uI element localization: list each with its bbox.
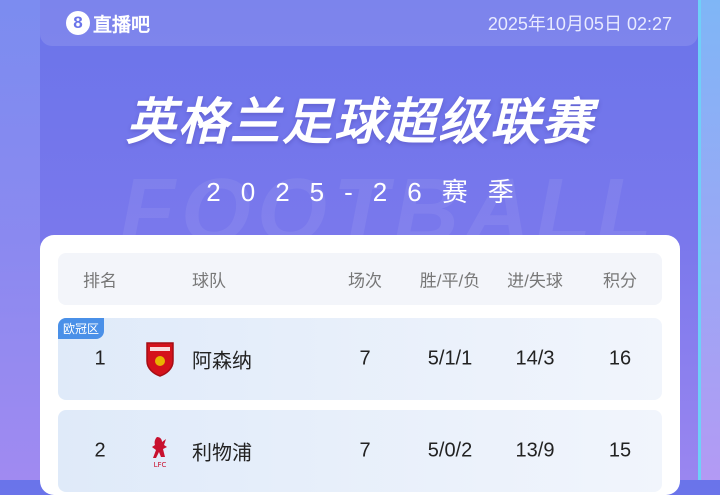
col-played: 场次 bbox=[348, 271, 382, 291]
top-bar: 8 直播吧 2025年10月05日 02:27 bbox=[40, 0, 698, 46]
rank: 1 bbox=[94, 347, 106, 370]
col-points: 积分 bbox=[603, 271, 637, 291]
table-header: 排名 球队 场次 胜/平/负 进/失球 积分 bbox=[58, 253, 662, 305]
col-team: 球队 bbox=[192, 271, 226, 291]
wdl: 5/0/2 bbox=[427, 439, 473, 462]
right-decoration bbox=[698, 0, 720, 480]
liverpool-crest-icon: LFC bbox=[152, 437, 167, 469]
rank: 2 bbox=[94, 439, 106, 462]
table-row[interactable]: 欧冠区 1 阿森纳 7 5/1/1 14/3 16 bbox=[58, 318, 662, 400]
svg-text:LFC: LFC bbox=[154, 461, 167, 469]
team-name: 阿森纳 bbox=[192, 350, 252, 373]
played: 7 bbox=[359, 347, 371, 370]
logo-text: 直播吧 bbox=[93, 14, 151, 36]
goals: 13/9 bbox=[515, 439, 555, 462]
goals: 14/3 bbox=[515, 347, 555, 370]
season-label: 2025-26赛季 bbox=[206, 177, 534, 207]
standings-table: 排名 球队 场次 胜/平/负 进/失球 积分 欧冠区 1 阿森纳 7 5/1/1… bbox=[40, 235, 680, 495]
zhibo8-logo: 8 直播吧 bbox=[66, 10, 150, 37]
logo-mark-icon: 8 bbox=[66, 11, 90, 35]
ucl-zone-badge: 欧冠区 bbox=[58, 318, 105, 339]
points: 15 bbox=[608, 439, 632, 462]
col-goals: 进/失球 bbox=[507, 271, 563, 291]
played: 7 bbox=[359, 439, 371, 462]
table-row[interactable]: 2 LFC 利物浦 7 5/0/2 13/9 15 bbox=[58, 410, 662, 492]
wdl: 5/1/1 bbox=[427, 347, 473, 370]
arsenal-crest-icon bbox=[146, 342, 174, 377]
col-wdl: 胜/平/负 bbox=[419, 271, 481, 291]
datetime: 2025年10月05日 02:27 bbox=[487, 14, 672, 34]
left-decoration bbox=[0, 0, 40, 480]
team-name: 利物浦 bbox=[192, 442, 252, 465]
points: 16 bbox=[608, 347, 632, 370]
page-title: 英格兰足球超级联赛 bbox=[126, 94, 594, 150]
col-rank: 排名 bbox=[83, 271, 117, 291]
